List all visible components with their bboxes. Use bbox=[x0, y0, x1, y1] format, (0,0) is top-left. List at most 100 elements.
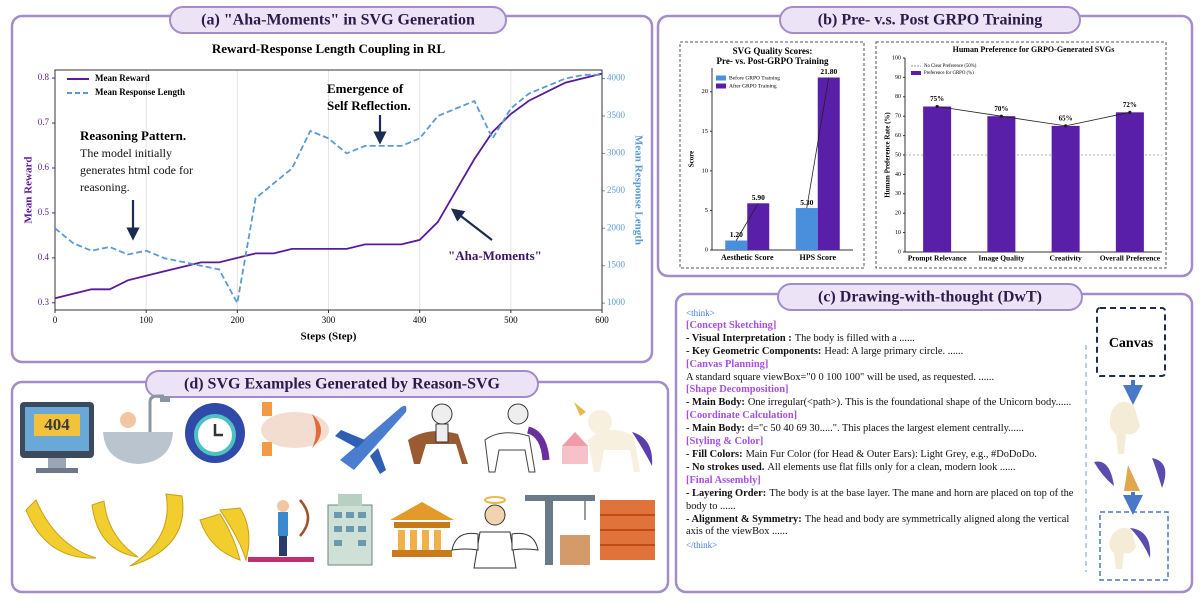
x-tick-label: 0 bbox=[53, 315, 58, 325]
y-tick-label: 40 bbox=[895, 172, 901, 178]
item-label: - Alignment & Symmetry: bbox=[686, 513, 802, 525]
y-tick-label: 80 bbox=[895, 94, 901, 100]
section-heading: [Styling & Color] bbox=[686, 436, 764, 448]
item: - Layering Order: The body is at the base… bbox=[686, 488, 1076, 514]
y-axis-label: Mean Reward bbox=[23, 157, 35, 224]
y-tick-label: 5 bbox=[705, 207, 708, 214]
legend-label: After GRPO Training bbox=[729, 82, 777, 89]
value-label: 5.90 bbox=[752, 193, 765, 202]
item-text: The body is at the base layer. The mane … bbox=[686, 487, 1074, 512]
panel-title: (b) Pre- v.s. Post GRPO Training bbox=[818, 12, 1042, 29]
section-heading: [Shape Decomposition] bbox=[686, 384, 789, 396]
legend-swatch bbox=[911, 71, 921, 75]
y2-tick-label: 4000 bbox=[607, 73, 626, 83]
y-tick-label: 10 bbox=[895, 230, 901, 236]
legend-label: No Clear Preference (50%) bbox=[924, 64, 977, 69]
item: - Fill Colors: Main Fur Color (for Head &… bbox=[686, 449, 1076, 462]
bar bbox=[725, 240, 748, 250]
value-label: 75% bbox=[930, 95, 944, 103]
y-tick-label: 10 bbox=[702, 167, 709, 174]
title-pill bbox=[777, 283, 1083, 311]
item-text: The body is filled with a ...... bbox=[794, 332, 915, 344]
x-tick-label: Creativity bbox=[1049, 254, 1082, 263]
subchart-frame bbox=[679, 41, 865, 269]
item: - Alignment & Symmetry: The head and body… bbox=[686, 514, 1076, 540]
item: - Main Body: d="c 50 40 69 30.....". This… bbox=[686, 423, 1076, 436]
x-tick-label: 100 bbox=[139, 315, 153, 325]
y2-tick-label: 2000 bbox=[607, 222, 626, 232]
annotation-text: generates html code for bbox=[80, 163, 193, 177]
item: - Key Geometric Components: Head: A large… bbox=[686, 346, 1076, 359]
legend-label: Before GRPO Training bbox=[729, 74, 780, 81]
y-tick-label: 0 bbox=[898, 249, 901, 255]
legend-label: Mean Reward bbox=[95, 73, 150, 83]
bar bbox=[1051, 125, 1080, 252]
bar bbox=[923, 106, 952, 252]
y-tick-label: 0.5 bbox=[38, 207, 50, 217]
y-tick-label: 0.6 bbox=[38, 162, 50, 172]
legend-label: Mean Response Length bbox=[95, 87, 185, 97]
section-heading: [Coordinate Calculation] bbox=[686, 410, 798, 422]
y2-tick-label: 3000 bbox=[607, 147, 626, 157]
bar bbox=[747, 203, 770, 250]
y-tick-label: 30 bbox=[895, 191, 901, 197]
item-text: The head and body are symmetrically alig… bbox=[686, 513, 1070, 538]
annotation-bold: Emergence of bbox=[327, 81, 404, 96]
y-tick-label: 0.7 bbox=[38, 117, 50, 127]
bar bbox=[1115, 112, 1144, 252]
bar bbox=[795, 208, 818, 250]
value-label: 1.20 bbox=[730, 230, 743, 239]
annotation-text: "Aha-Moments" bbox=[448, 248, 542, 263]
chart-title: Pre- vs. Post-GRPO Training bbox=[717, 56, 829, 66]
subchart-frame bbox=[875, 41, 1167, 269]
canvas-label: Canvas bbox=[1109, 336, 1154, 351]
close-tag: </think> bbox=[686, 540, 718, 551]
bar bbox=[817, 77, 840, 250]
annotation-text: reasoning. bbox=[80, 180, 130, 194]
item: A standard square viewBox="0 0 100 100" … bbox=[686, 372, 1076, 385]
chart-title: Human Preference for GRPO-Generated SVGs bbox=[953, 45, 1115, 54]
value-label: 5.30 bbox=[800, 198, 813, 207]
item-label: - Key Geometric Components: bbox=[686, 345, 822, 357]
y-tick-label: 90 bbox=[895, 75, 901, 81]
y-axis-label: Score bbox=[688, 151, 696, 168]
y-tick-label: 50 bbox=[895, 152, 901, 158]
y-tick-label: 0.4 bbox=[38, 252, 50, 262]
item: - Main Body: One irregular(<path>). This … bbox=[686, 397, 1076, 410]
y-tick-label: 15 bbox=[702, 128, 709, 135]
panel-title: (a) "Aha-Moments" in SVG Generation bbox=[201, 12, 475, 29]
item-text: All elements use flat fills only for a c… bbox=[767, 461, 1016, 473]
y2-tick-label: 1500 bbox=[607, 260, 626, 270]
y-tick-label: 0 bbox=[705, 246, 708, 253]
item-label: - No strokes used. bbox=[686, 461, 765, 473]
x-tick-label: Prompt Relevance bbox=[908, 254, 967, 263]
y-tick-label: 70 bbox=[895, 114, 901, 120]
trend-line bbox=[937, 106, 1130, 127]
annotation-bold: Self Reflection. bbox=[327, 98, 411, 113]
legend-swatch bbox=[716, 83, 726, 89]
item-text: A standard square viewBox="0 0 100 100" … bbox=[686, 371, 995, 383]
annotation-arrow bbox=[450, 208, 493, 241]
change-line bbox=[735, 203, 759, 241]
y-tick-label: 20 bbox=[895, 211, 901, 217]
item-text: d="c 50 40 69 30.....". This places the … bbox=[747, 423, 1024, 435]
y2-tick-label: 3500 bbox=[607, 110, 626, 120]
x-tick-label: Aesthetic Score bbox=[721, 253, 774, 262]
canvas-diagram: Canvas bbox=[1085, 307, 1169, 581]
x-tick-label: Overall Preference bbox=[1100, 254, 1161, 263]
y-tick-label: 60 bbox=[895, 133, 901, 139]
section-heading: [Final Assembly] bbox=[686, 474, 761, 486]
open-tag: <think> bbox=[686, 308, 715, 318]
trend-dot bbox=[1128, 110, 1132, 114]
x-axis-label: Steps (Step) bbox=[301, 331, 357, 343]
x-tick-label: 500 bbox=[504, 315, 518, 325]
trend-dot bbox=[1064, 124, 1068, 128]
y-axis-label: Human Preference Rate (%) bbox=[884, 112, 892, 198]
series-line bbox=[54, 73, 602, 306]
item-label: - Main Body: bbox=[686, 397, 745, 409]
panel-title: (d) SVG Examples Generated by Reason-SVG bbox=[184, 376, 501, 393]
item-label: - Main Body: bbox=[686, 423, 745, 435]
legend-swatch bbox=[716, 75, 726, 81]
value-label: 21.80 bbox=[820, 67, 837, 76]
